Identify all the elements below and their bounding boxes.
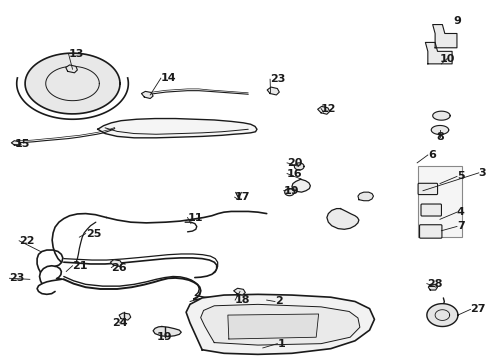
Polygon shape <box>427 284 437 290</box>
Text: 8: 8 <box>435 132 443 142</box>
FancyBboxPatch shape <box>420 204 441 216</box>
Polygon shape <box>119 313 130 320</box>
Text: 14: 14 <box>161 73 176 83</box>
Polygon shape <box>110 260 122 266</box>
Polygon shape <box>430 126 448 135</box>
Text: 10: 10 <box>439 54 454 63</box>
Polygon shape <box>98 118 257 138</box>
Polygon shape <box>11 141 21 146</box>
Text: 27: 27 <box>469 304 485 314</box>
Polygon shape <box>326 208 358 229</box>
Text: 3: 3 <box>478 168 486 178</box>
Text: 25: 25 <box>85 229 101 239</box>
Text: 26: 26 <box>111 262 127 273</box>
Text: 17: 17 <box>234 192 250 202</box>
Text: 9: 9 <box>452 16 460 26</box>
Polygon shape <box>186 294 374 354</box>
Polygon shape <box>153 327 181 337</box>
Polygon shape <box>294 163 304 170</box>
Polygon shape <box>432 111 449 120</box>
Text: 1: 1 <box>277 339 285 349</box>
Text: 7: 7 <box>456 221 464 231</box>
Text: 13: 13 <box>68 49 84 59</box>
Polygon shape <box>291 179 310 192</box>
Text: 21: 21 <box>72 261 88 271</box>
Text: 20: 20 <box>286 158 302 168</box>
Text: 5: 5 <box>456 171 464 181</box>
Polygon shape <box>25 53 120 114</box>
Polygon shape <box>266 87 279 95</box>
Polygon shape <box>284 189 294 196</box>
Polygon shape <box>425 42 451 64</box>
Polygon shape <box>432 24 456 48</box>
Text: 28: 28 <box>426 279 442 289</box>
Text: 19: 19 <box>157 332 172 342</box>
Text: 19: 19 <box>283 186 299 196</box>
Polygon shape <box>200 304 359 345</box>
Polygon shape <box>233 288 245 295</box>
Text: 15: 15 <box>14 139 30 149</box>
Polygon shape <box>357 192 373 201</box>
Text: 22: 22 <box>19 236 35 246</box>
Polygon shape <box>65 65 77 73</box>
Text: 11: 11 <box>187 212 203 222</box>
Text: 24: 24 <box>112 318 127 328</box>
Text: 6: 6 <box>427 150 435 160</box>
Text: 23: 23 <box>269 74 285 84</box>
Polygon shape <box>141 91 153 99</box>
Text: 18: 18 <box>235 295 250 305</box>
FancyBboxPatch shape <box>417 166 461 237</box>
FancyBboxPatch shape <box>419 225 441 238</box>
Text: 16: 16 <box>286 168 302 179</box>
Polygon shape <box>227 314 318 339</box>
Polygon shape <box>426 303 457 327</box>
Polygon shape <box>317 107 329 114</box>
Text: 12: 12 <box>321 104 336 113</box>
Text: 4: 4 <box>456 207 464 217</box>
Text: 2: 2 <box>274 297 282 306</box>
FancyBboxPatch shape <box>417 183 437 194</box>
Text: 23: 23 <box>9 273 25 283</box>
